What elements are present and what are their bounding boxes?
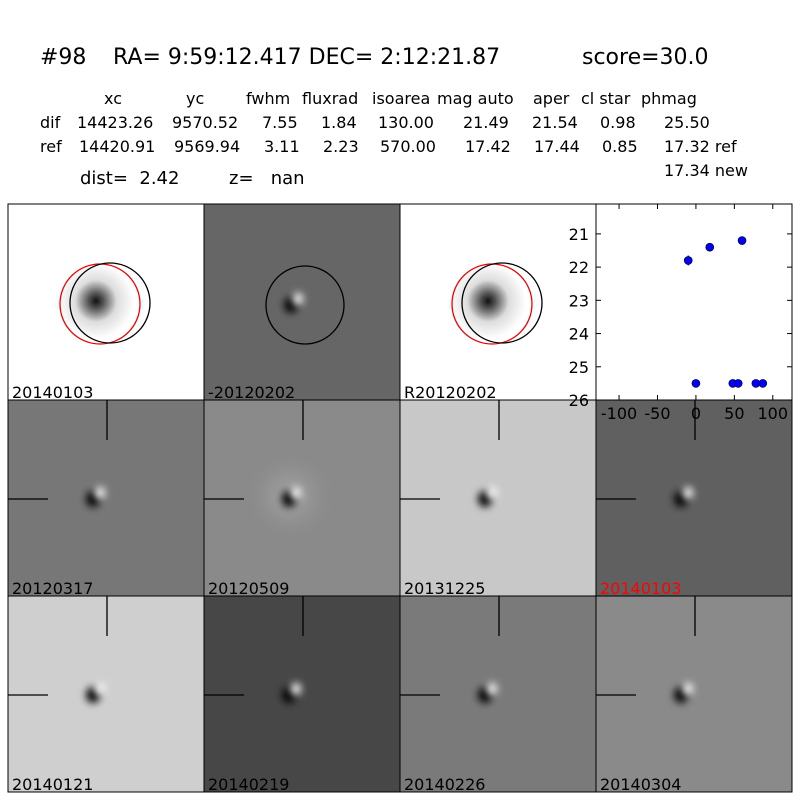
table-cell: 1.84 [321,113,357,132]
x-tick-label: -50 [644,404,670,423]
dipole-bright [293,293,303,305]
dipole-bright [683,683,693,695]
panel-label: R20120202 [404,383,497,402]
table-cell: 14420.91 [79,137,155,156]
column-header: yc [186,89,204,108]
panel-label: 20140103 [600,579,681,598]
point [737,236,747,245]
black-circle [461,262,543,344]
y-tick-label: 22 [569,258,589,277]
table-cell: 21.54 [532,113,578,132]
column-header: fluxrad [302,89,358,108]
dipole-bright [487,683,497,695]
point [691,379,701,388]
table-cell: 570.00 [380,137,436,156]
panel-image [8,400,204,596]
table-cell: 3.11 [264,137,300,156]
y-tick-label: 26 [569,391,589,410]
y-tick-label: 24 [569,325,589,344]
point [733,379,743,388]
point [758,379,768,388]
panel-label: -20120202 [208,383,295,402]
dipole-bright [291,487,301,499]
column-header: cl star [581,89,631,108]
coords: RA= 9:59:12.417 DEC= 2:12:21.87 [113,45,500,70]
column-header: aper [533,89,570,108]
column-header: fwhm [246,89,290,108]
y-tick-label: 23 [569,291,589,310]
table-cell: 14423.26 [77,113,153,132]
dipole-bright [95,487,105,499]
table-cell: 21.49 [463,113,509,132]
row-label: dif [40,113,61,132]
column-header: isoarea [372,89,430,108]
plot-area [595,203,793,401]
panel-label: 20131225 [404,579,485,598]
black-circle [69,262,151,344]
table-cell: 0.98 [600,113,636,132]
x-tick-label: 100 [758,404,789,423]
source-psf [58,263,134,339]
y-tick-label: 21 [569,225,589,244]
object-id: #98 [40,45,86,70]
dipole-bright [291,683,301,695]
panel-image [400,400,596,596]
point [705,242,715,252]
y-tick-label: 25 [569,358,589,377]
column-header: phmag [641,89,697,108]
dipole-bright [487,487,497,499]
panel-label: 20120317 [12,579,93,598]
panel-label: 20140304 [600,775,681,794]
table-cell: 2.23 [323,137,359,156]
panel-label: 20140121 [12,775,93,794]
panel-frame [595,595,793,793]
panel-image [596,596,792,792]
row-label: ref [40,137,62,156]
table-cell: 0.85 [602,137,638,156]
z: z= nan [229,168,305,189]
panel-image [596,400,792,596]
panel-label: 20140226 [404,775,485,794]
phmag-new: 17.34 new [664,161,748,180]
panel-image [204,596,400,792]
table-cell: 17.42 [465,137,511,156]
table-cell: 130.00 [378,113,434,132]
column-header: xc [104,89,122,108]
x-tick-label: 0 [691,404,701,423]
panels: 20140103 -20120202 R20120202 20120317 201205… [7,203,793,794]
table-cell: 9570.52 [172,113,238,132]
column-header: mag auto [437,89,514,108]
table-cell: 17.44 [534,137,580,156]
panel-label: 20140103 [12,383,93,402]
panel-label: 20120509 [208,579,289,598]
phot-plot: -100 -50 0 50 100 21 22 23 24 25 26 [569,203,793,423]
table-cell: 7.55 [262,113,298,132]
table-cell: 9569.94 [174,137,240,156]
x-tick-label: -100 [601,404,637,423]
dist: dist= 2.42 [80,168,179,189]
dipole-bright [683,487,693,499]
black-circle [265,265,345,345]
point [683,256,693,265]
score: score=30.0 [582,45,709,70]
panel-label: 20140219 [208,775,289,794]
panel-image [8,596,204,792]
panel-image [400,596,596,792]
table-cell: 25.50 [664,113,710,132]
dipole-bright [95,683,105,695]
x-tick-label: 50 [724,404,744,423]
table-cell: 17.32 ref [664,137,737,156]
source-psf [450,263,526,339]
